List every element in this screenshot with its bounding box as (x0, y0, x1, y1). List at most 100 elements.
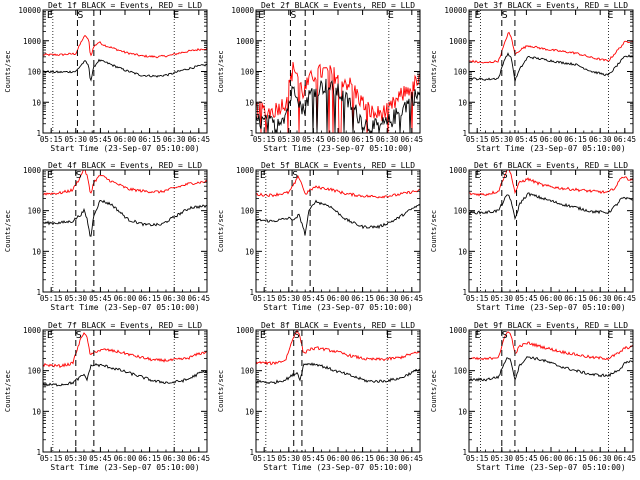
y-tick-label: 10 (32, 407, 42, 416)
x-tick-label: 05:15 (466, 454, 489, 463)
x-tick-label: 06:00 (327, 294, 350, 303)
x-tick-label: 05:30 (278, 454, 301, 463)
y-tick-label: 10 (245, 98, 255, 107)
x-tick-label: 06:45 (401, 454, 424, 463)
x-tick-label: 05:30 (491, 294, 514, 303)
y-tick-label: 1000 (23, 166, 42, 175)
x-tick-label: 05:30 (491, 135, 514, 144)
x-tick-label: 05:45 (89, 135, 112, 144)
x-tick-label: 05:45 (89, 294, 112, 303)
x-tick-label: 06:30 (163, 135, 186, 144)
panel-title: Det 8f BLACK = Events, RED = LLD (261, 321, 415, 330)
y-tick-label: 100 (27, 207, 41, 216)
y-tick-label: 100 (240, 68, 254, 77)
x-tick-label: 05:45 (515, 294, 538, 303)
lld-series-line (256, 175, 420, 199)
x-tick-label: 05:30 (278, 294, 301, 303)
x-tick-label: 06:15 (564, 454, 587, 463)
y-tick-label: 10000 (18, 6, 41, 15)
events-series-line (469, 52, 633, 82)
marker-letter: E (260, 330, 266, 341)
events-series-line (256, 199, 420, 236)
panel-title: Det 4f BLACK = Events, RED = LLD (48, 161, 202, 170)
x-tick-label: 05:45 (515, 454, 538, 463)
x-axis-title: Start Time (23-Sep-07 05:10:00) (50, 303, 199, 312)
y-tick-label: 10000 (444, 6, 467, 15)
x-tick-label: 05:15 (40, 454, 63, 463)
x-tick-label: 06:30 (376, 454, 399, 463)
x-tick-label: 06:00 (540, 135, 563, 144)
y-axis-title: Counts/sec (217, 210, 225, 252)
panel-title: Det 9f BLACK = Events, RED = LLD (474, 321, 628, 330)
y-tick-label: 10 (32, 98, 42, 107)
y-axis-title: Counts/sec (430, 210, 438, 252)
x-tick-label: 06:15 (138, 294, 161, 303)
x-tick-label: 06:45 (188, 294, 211, 303)
lld-series-line (43, 332, 207, 369)
y-tick-label: 100 (240, 207, 254, 216)
y-tick-label: 1 (249, 448, 254, 457)
y-tick-label: 1 (36, 288, 41, 297)
panel-title: Det 6f BLACK = Events, RED = LLD (474, 161, 628, 170)
x-tick-label: 06:15 (564, 135, 587, 144)
x-tick-label: 05:30 (491, 454, 514, 463)
marker-letter: E (386, 330, 392, 341)
y-axis-title: Counts/sec (430, 50, 438, 92)
y-axis-title: Counts/sec (217, 370, 225, 412)
marker-letter: S (502, 170, 508, 181)
y-axis-title: Counts/sec (430, 370, 438, 412)
y-tick-label: 1000 (23, 37, 42, 46)
panel-title: Det 3f BLACK = Events, RED = LLD (474, 1, 628, 10)
x-tick-label: 05:30 (65, 294, 88, 303)
marker-letter: E (47, 10, 53, 21)
x-tick-label: 06:30 (589, 135, 612, 144)
x-tick-label: 05:15 (466, 135, 489, 144)
x-tick-label: 05:15 (253, 294, 276, 303)
x-tick-label: 05:15 (253, 135, 276, 144)
marker-letter: E (607, 330, 613, 341)
marker-letter: S (292, 170, 298, 181)
marker-letter: S (294, 330, 300, 341)
lld-series-line (43, 34, 207, 59)
y-tick-label: 1 (462, 448, 467, 457)
x-axis-title: Start Time (23-Sep-07 05:10:00) (50, 144, 199, 153)
panel-title: Det 2f BLACK = Events, RED = LLD (261, 1, 415, 10)
marker-letter: S (502, 330, 508, 341)
x-tick-label: 06:15 (351, 135, 374, 144)
marker-letter: E (607, 10, 613, 21)
lld-series-line (256, 330, 420, 366)
events-series-line (256, 362, 420, 385)
x-tick-label: 06:45 (614, 454, 637, 463)
marker-letter: E (258, 10, 264, 21)
y-tick-label: 10 (458, 407, 468, 416)
y-tick-label: 10 (245, 247, 255, 256)
x-tick-label: 06:15 (351, 294, 374, 303)
x-tick-label: 05:15 (253, 454, 276, 463)
y-tick-label: 10 (458, 98, 468, 107)
panel-title: Det 5f BLACK = Events, RED = LLD (261, 161, 415, 170)
x-axis-title: Start Time (23-Sep-07 05:10:00) (476, 303, 625, 312)
x-axis-title: Start Time (23-Sep-07 05:10:00) (263, 463, 412, 472)
x-axis-title: Start Time (23-Sep-07 05:10:00) (476, 144, 625, 153)
y-axis-title: Counts/sec (217, 50, 225, 92)
y-tick-label: 10 (245, 407, 255, 416)
x-tick-label: 05:30 (65, 454, 88, 463)
plot-frame (42, 329, 208, 453)
y-tick-label: 100 (453, 207, 467, 216)
marker-letter: E (474, 10, 480, 21)
x-tick-label: 06:45 (188, 135, 211, 144)
y-tick-label: 1000 (236, 166, 255, 175)
lld-series-line (469, 331, 633, 361)
x-tick-label: 05:45 (515, 135, 538, 144)
x-tick-label: 06:00 (540, 294, 563, 303)
x-tick-label: 05:30 (278, 135, 301, 144)
plot-frame (255, 169, 421, 293)
lld-series-line (256, 61, 420, 133)
x-tick-label: 05:15 (40, 135, 63, 144)
events-series-line (43, 199, 207, 237)
events-series-line (256, 78, 420, 133)
